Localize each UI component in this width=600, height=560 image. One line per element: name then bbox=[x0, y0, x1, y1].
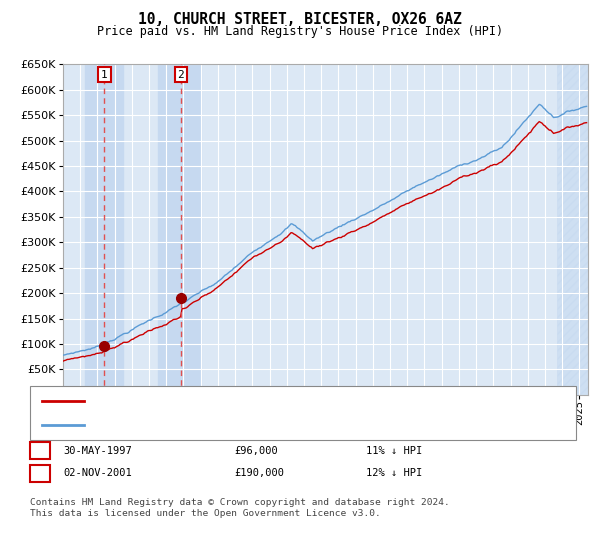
Text: 1: 1 bbox=[101, 69, 108, 80]
Bar bbox=[158, 64, 201, 395]
Text: 12% ↓ HPI: 12% ↓ HPI bbox=[366, 468, 422, 478]
Text: 11% ↓ HPI: 11% ↓ HPI bbox=[366, 446, 422, 456]
Text: Contains HM Land Registry data © Crown copyright and database right 2024.
This d: Contains HM Land Registry data © Crown c… bbox=[30, 498, 450, 518]
Text: 10, CHURCH STREET, BICESTER, OX26 6AZ (detached house): 10, CHURCH STREET, BICESTER, OX26 6AZ (d… bbox=[90, 396, 427, 407]
Text: 1: 1 bbox=[37, 446, 43, 456]
Text: 30-MAY-1997: 30-MAY-1997 bbox=[63, 446, 132, 456]
Bar bbox=[557, 64, 588, 395]
Text: 02-NOV-2001: 02-NOV-2001 bbox=[63, 468, 132, 478]
Text: £96,000: £96,000 bbox=[234, 446, 278, 456]
Text: £190,000: £190,000 bbox=[234, 468, 284, 478]
Bar bbox=[85, 64, 123, 395]
Text: HPI: Average price, detached house, Cherwell: HPI: Average price, detached house, Cher… bbox=[90, 419, 365, 430]
Text: 2: 2 bbox=[37, 468, 43, 478]
Text: 2: 2 bbox=[178, 69, 184, 80]
Text: 10, CHURCH STREET, BICESTER, OX26 6AZ: 10, CHURCH STREET, BICESTER, OX26 6AZ bbox=[138, 12, 462, 27]
Text: Price paid vs. HM Land Registry's House Price Index (HPI): Price paid vs. HM Land Registry's House … bbox=[97, 25, 503, 38]
